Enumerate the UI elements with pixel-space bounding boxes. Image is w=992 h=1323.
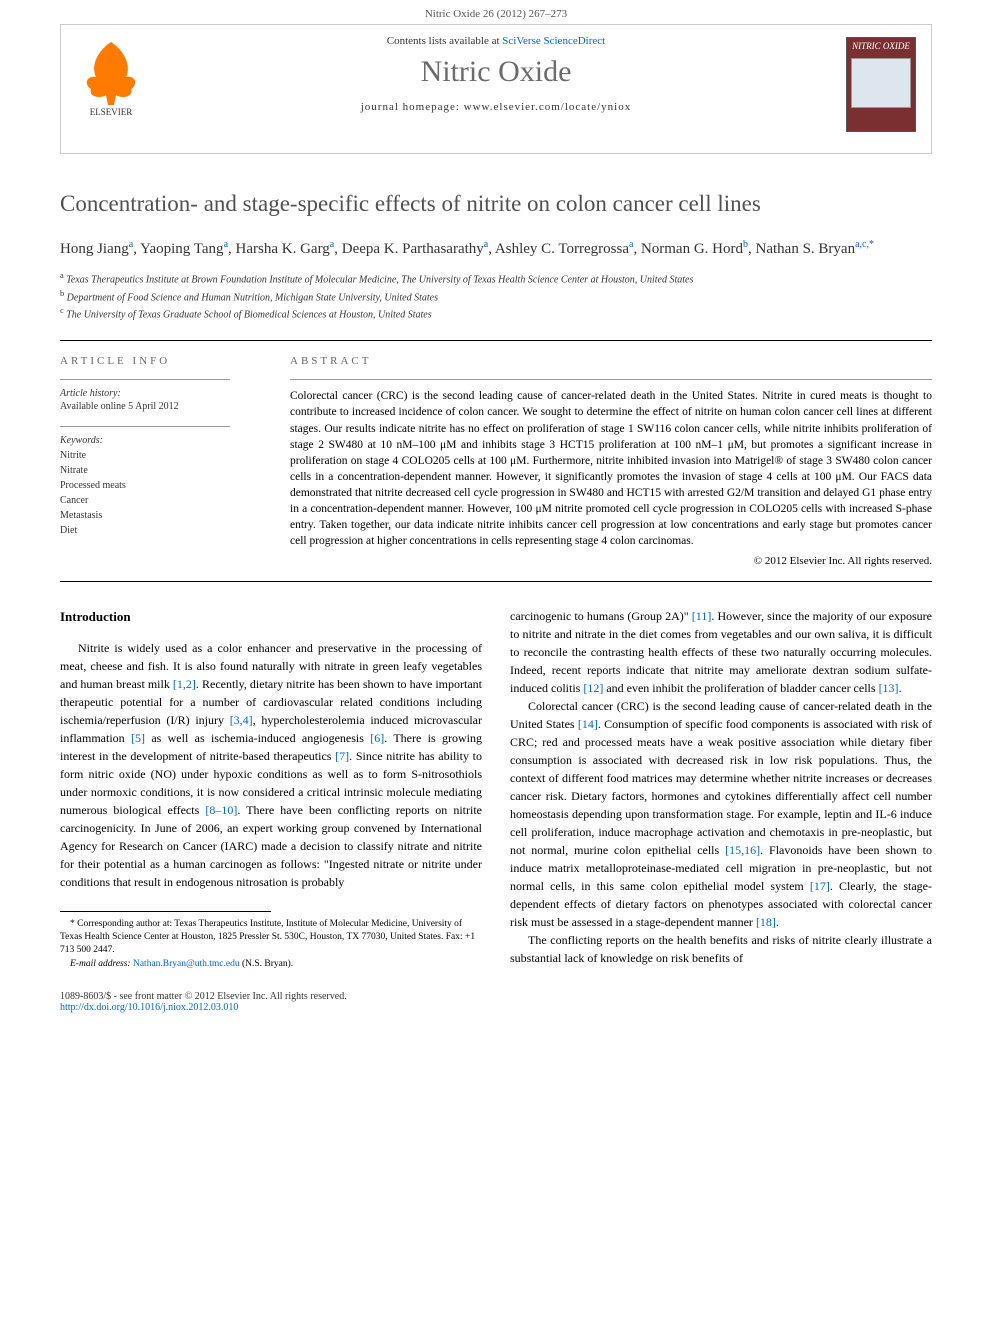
- email-link[interactable]: Nathan.Bryan@uth.tmc.edu: [133, 959, 240, 969]
- body-two-column: Introduction Nitrite is widely used as a…: [60, 607, 932, 971]
- issn-line: 1089-8603/$ - see front matter © 2012 El…: [60, 991, 932, 1002]
- keyword-item: Metastasis: [60, 508, 260, 523]
- page-footer: 1089-8603/$ - see front matter © 2012 El…: [60, 991, 932, 1013]
- journal-homepage-line: journal homepage: www.elsevier.com/locat…: [166, 101, 826, 113]
- email-footnote: E-mail address: Nathan.Bryan@uth.tmc.edu…: [60, 958, 482, 971]
- body-column-right: carcinogenic to humans (Group 2A)" [11].…: [510, 607, 932, 971]
- divider-line: [60, 581, 932, 582]
- introduction-heading: Introduction: [60, 607, 482, 627]
- elsevier-logo: ELSEVIER: [76, 37, 146, 117]
- body-paragraph: carcinogenic to humans (Group 2A)" [11].…: [510, 607, 932, 697]
- authors-list: Hong Jianga, Yaoping Tanga, Harsha K. Ga…: [60, 237, 932, 261]
- sciencedirect-link[interactable]: SciVerse ScienceDirect: [502, 35, 605, 47]
- running-header: Nitric Oxide 26 (2012) 267–273: [0, 0, 992, 24]
- affiliations-list: a Texas Therapeutics Institute at Brown …: [60, 270, 932, 322]
- keyword-item: Diet: [60, 523, 260, 538]
- keyword-item: Nitrite: [60, 448, 260, 463]
- article-title: Concentration- and stage-specific effect…: [60, 189, 932, 219]
- body-column-left: Introduction Nitrite is widely used as a…: [60, 607, 482, 971]
- reference-link[interactable]: [13]: [879, 681, 899, 695]
- info-divider: [60, 379, 230, 380]
- affiliation-item: c The University of Texas Graduate Schoo…: [60, 305, 932, 322]
- info-divider: [60, 426, 230, 427]
- elsevier-logo-text: ELSEVIER: [90, 107, 133, 117]
- homepage-url[interactable]: www.elsevier.com/locate/yniox: [464, 101, 632, 113]
- reference-link[interactable]: [8–10]: [205, 803, 237, 817]
- reference-link[interactable]: [11]: [692, 609, 712, 623]
- article-history-text: Available online 5 April 2012: [60, 401, 260, 412]
- contents-available-line: Contents lists available at SciVerse Sci…: [166, 35, 826, 47]
- corresponding-author-footnote: * Corresponding author at: Texas Therape…: [60, 918, 482, 958]
- homepage-prefix: journal homepage:: [361, 101, 464, 113]
- doi-link[interactable]: http://dx.doi.org/10.1016/j.niox.2012.03…: [60, 1002, 238, 1013]
- keyword-item: Processed meats: [60, 478, 260, 493]
- affiliation-item: a Texas Therapeutics Institute at Brown …: [60, 270, 932, 287]
- reference-link[interactable]: [18]: [756, 915, 776, 929]
- reference-link[interactable]: [17]: [810, 879, 830, 893]
- reference-link[interactable]: [1,2]: [173, 677, 196, 691]
- email-suffix: (N.S. Bryan).: [242, 959, 293, 969]
- article-info-column: ARTICLE INFO Article history: Available …: [60, 355, 260, 567]
- contents-prefix: Contents lists available at: [387, 35, 502, 47]
- article-history-label: Article history:: [60, 388, 260, 399]
- email-label: E-mail address:: [70, 959, 131, 969]
- footnote-separator: [60, 911, 271, 912]
- journal-header-box: ELSEVIER NITRIC OXIDE Contents lists ava…: [60, 24, 932, 154]
- reference-link[interactable]: [3,4]: [230, 713, 253, 727]
- cover-title-text: NITRIC OXIDE: [847, 38, 915, 54]
- reference-link[interactable]: [7]: [335, 749, 349, 763]
- body-paragraph: Colorectal cancer (CRC) is the second le…: [510, 697, 932, 931]
- reference-link[interactable]: [5]: [131, 731, 145, 745]
- journal-cover-thumbnail: NITRIC OXIDE: [846, 37, 916, 132]
- journal-name: Nitric Oxide: [166, 55, 826, 89]
- body-paragraph: Nitrite is widely used as a color enhanc…: [60, 639, 482, 891]
- abstract-divider: [290, 379, 932, 380]
- reference-link[interactable]: [15,16]: [725, 843, 760, 857]
- body-paragraph: The conflicting reports on the health be…: [510, 931, 932, 967]
- abstract-copyright: © 2012 Elsevier Inc. All rights reserved…: [290, 555, 932, 567]
- keywords-label: Keywords:: [60, 435, 260, 446]
- affiliation-item: b Department of Food Science and Human N…: [60, 288, 932, 305]
- reference-link[interactable]: [6]: [370, 731, 384, 745]
- keywords-list: NitriteNitrateProcessed meatsCancerMetas…: [60, 448, 260, 538]
- keyword-item: Cancer: [60, 493, 260, 508]
- reference-link[interactable]: [14]: [578, 717, 598, 731]
- article-info-heading: ARTICLE INFO: [60, 355, 260, 367]
- reference-link[interactable]: [12]: [583, 681, 603, 695]
- abstract-heading: ABSTRACT: [290, 355, 932, 367]
- abstract-text: Colorectal cancer (CRC) is the second le…: [290, 388, 932, 549]
- keyword-item: Nitrate: [60, 463, 260, 478]
- abstract-column: ABSTRACT Colorectal cancer (CRC) is the …: [290, 355, 932, 567]
